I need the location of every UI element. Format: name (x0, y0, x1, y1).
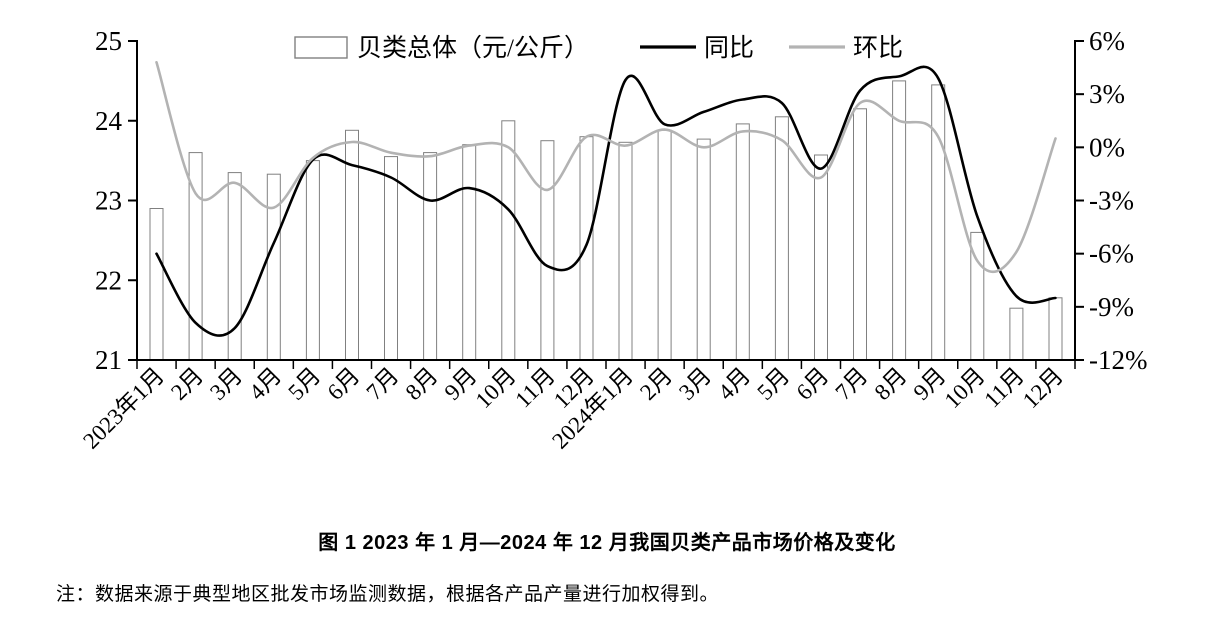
legend-bar-swatch (294, 36, 348, 59)
x-axis-category-label: 2月 (166, 363, 208, 405)
x-axis-category-label: 4月 (244, 363, 286, 405)
x-axis-category-label: 4月 (713, 363, 755, 405)
price-bar (735, 123, 750, 361)
price-bar (618, 141, 633, 361)
x-axis-category-label: 8月 (870, 363, 912, 405)
price-bar (501, 120, 516, 361)
x-axis-category-label: 2023年1月 (78, 363, 169, 454)
price-bar (266, 173, 281, 361)
x-axis-category-label: 8月 (401, 363, 443, 405)
x-axis-category-label: 7月 (361, 363, 403, 405)
x-axis-category-label: 10月 (940, 363, 990, 413)
legend-label-mom: 环比 (853, 34, 903, 62)
right-axis-tick-label: 0% (1089, 132, 1125, 162)
x-axis-category-label: 6月 (322, 363, 364, 405)
price-bar (149, 208, 164, 361)
price-bar (384, 156, 398, 361)
x-axis-category-label: 11月 (510, 363, 560, 413)
price-bar (579, 136, 594, 361)
x-axis-label-group: 7月 (361, 363, 403, 405)
x-axis-label-group: 12月 (1018, 363, 1068, 413)
x-axis-label-group: 5月 (283, 363, 325, 405)
x-axis-label-group: 11月 (979, 363, 1029, 413)
chart-legend: 贝类总体（元/公斤） 同比 环比 (294, 34, 903, 62)
x-axis-category-label: 2月 (635, 363, 677, 405)
price-bars (149, 80, 1063, 361)
x-axis-label-group: 8月 (870, 363, 912, 405)
right-axis-tick-label: 6% (1089, 26, 1125, 56)
x-axis-label-group: 2023年1月 (78, 363, 169, 454)
x-axis-label-group: 11月 (510, 363, 560, 413)
line-环比 (155, 61, 1057, 274)
x-axis-label-group: 4月 (244, 363, 286, 405)
x-axis-label-group: 5月 (752, 363, 794, 405)
x-axis-category-label: 7月 (830, 363, 872, 405)
x-axis-label-group: 10月 (940, 363, 990, 413)
price-bar (696, 138, 711, 361)
price-bar (657, 129, 672, 361)
x-axis-label-group: 2月 (166, 363, 208, 405)
left-axis-tick-label: 24 (95, 106, 123, 136)
x-axis-category-label: 3月 (205, 363, 247, 405)
x-axis-label-group: 2月 (635, 363, 677, 405)
x-axis-category-label: 5月 (752, 363, 794, 405)
right-axis-tick-label: -3% (1089, 186, 1134, 216)
x-axis-label-group: 10月 (471, 363, 521, 413)
left-axis-tick-label: 25 (95, 26, 122, 56)
price-bar (774, 116, 789, 361)
line-同比 (155, 65, 1057, 337)
x-axis-label-group: 7月 (830, 363, 872, 405)
left-axis-tick-label: 23 (95, 186, 122, 216)
figure-caption: 图 1 2023 年 1 月—2024 年 12 月我国贝类产品市场价格及变化 (318, 532, 896, 554)
x-axis-label-group: 3月 (205, 363, 247, 405)
figure-note: 注：数据来源于典型地区批发市场监测数据，根据各产品产量进行加权得到。 (56, 584, 720, 605)
x-axis-category-label: 11月 (979, 363, 1029, 413)
price-bar (931, 84, 946, 361)
right-axis-tick-label: 3% (1089, 79, 1125, 109)
legend-label-yoy: 同比 (704, 34, 754, 62)
legend-label-bars: 贝类总体（元/公斤） (357, 34, 589, 62)
x-axis-category-label: 12月 (1018, 363, 1068, 413)
price-bar (1009, 307, 1024, 361)
x-axis-label-group: 4月 (713, 363, 755, 405)
x-axis-category-label: 10月 (471, 363, 521, 413)
x-axis-category-label: 3月 (674, 363, 716, 405)
x-axis-label-group: 3月 (674, 363, 716, 405)
x-axis-label-group: 6月 (322, 363, 364, 405)
right-axis-tick-label: -6% (1089, 239, 1134, 269)
x-axis-category-label: 5月 (283, 363, 325, 405)
shellfish-price-chart: 25242322216%3%0%-3%-6%-9%-12%2023年1月2月3月… (78, 26, 1147, 454)
left-axis-tick-label: 22 (95, 265, 122, 295)
price-bar (305, 160, 320, 361)
price-bar (423, 152, 438, 361)
x-axis-category-label: 6月 (791, 363, 833, 405)
x-axis-label-group: 6月 (791, 363, 833, 405)
price-bar (814, 154, 828, 361)
x-axis-label-group: 8月 (401, 363, 443, 405)
price-bar (1048, 297, 1063, 361)
price-bar (540, 140, 555, 361)
right-axis-tick-label: -9% (1089, 292, 1134, 322)
price-bar (853, 108, 867, 361)
price-bar (462, 144, 477, 361)
right-axis-tick-label: -12% (1089, 345, 1147, 375)
left-axis-tick-label: 21 (95, 345, 122, 375)
